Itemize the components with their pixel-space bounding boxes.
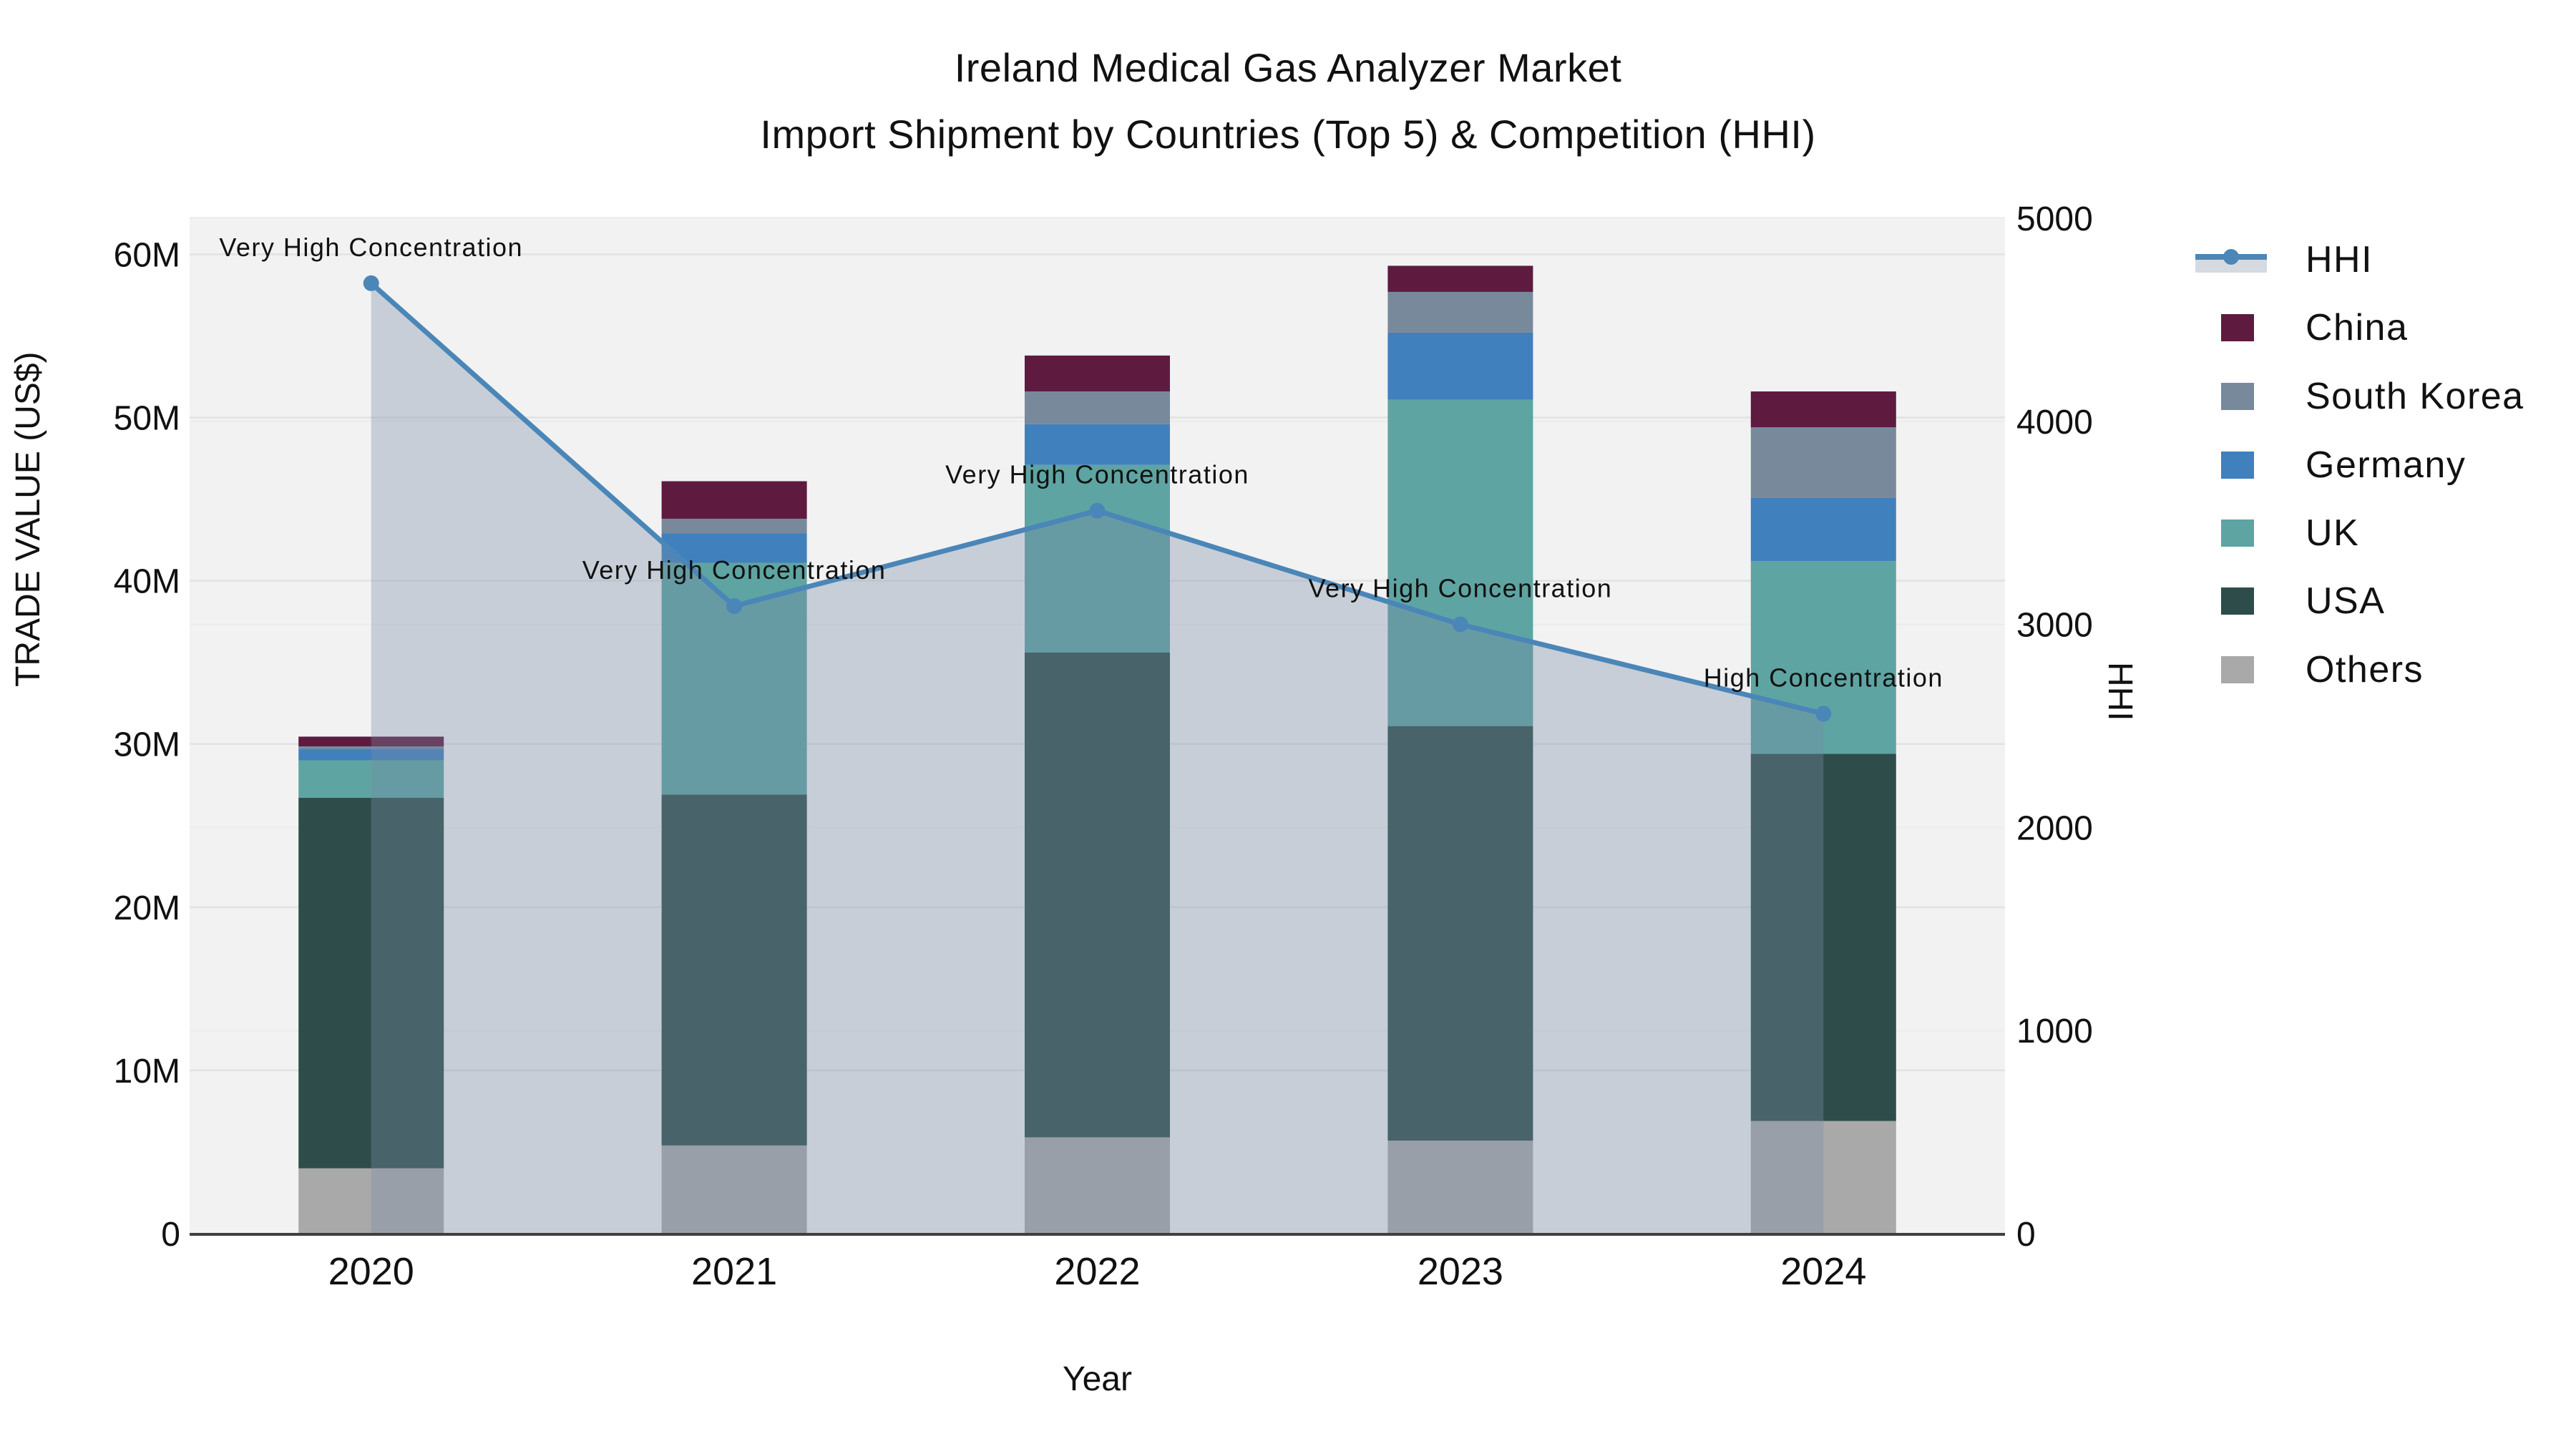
annotation-2023: Very High Concentration: [1309, 574, 1613, 603]
annotation-2024: High Concentration: [1704, 663, 1943, 692]
bar-segment-2022-uk: [1025, 464, 1170, 653]
x-tick-2024: 2024: [1780, 1250, 1866, 1293]
bar-segment-2024-others: [1750, 1121, 1896, 1234]
others-swatch-icon: [2191, 656, 2296, 683]
bar-segment-2024-china: [1750, 391, 1896, 428]
bar-segment-2021-south-korea: [661, 518, 807, 534]
y-axis-title-right: HHI: [2101, 662, 2139, 721]
hhi-legend-glyph: [2195, 244, 2267, 275]
bar-segment-2021-others: [661, 1145, 807, 1234]
y-tick-left-30M: 30M: [114, 726, 180, 764]
hhi-point-2023: [1452, 616, 1468, 633]
bar-segment-2022-china: [1025, 355, 1170, 392]
bar-segment-2022-others: [1025, 1137, 1170, 1234]
y-axis-title-left: TRADE VALUE (US$): [9, 351, 47, 687]
x-tick-2020: 2020: [328, 1250, 414, 1293]
legend-item-uk[interactable]: UK: [2191, 512, 2359, 555]
legend-label-germany: Germany: [2306, 444, 2467, 486]
y-tick-left-0: 0: [161, 1216, 180, 1254]
bar-segment-2023-germany: [1387, 332, 1533, 400]
uk-color-swatch: [2221, 519, 2254, 547]
china-color-swatch: [2221, 314, 2254, 341]
y-tick-right-0: 0: [2016, 1216, 2036, 1254]
annotation-2020: Very High Concentration: [219, 233, 523, 262]
y-tick-left-60M: 60M: [114, 236, 180, 274]
chart-title: Ireland Medical Gas Analyzer Market Impo…: [0, 44, 2576, 157]
bar-segment-2023-usa: [1387, 726, 1533, 1141]
y-tick-right-5000: 5000: [2016, 200, 2093, 238]
bar-segment-2020-germany: [298, 748, 444, 761]
germany-swatch-icon: [2191, 452, 2296, 479]
y-tick-right-4000: 4000: [2016, 404, 2093, 441]
hhi-line-icon: [2191, 244, 2296, 275]
legend-label-south-korea: South Korea: [2306, 376, 2524, 417]
chart-title-line2: Import Shipment by Countries (Top 5) & C…: [760, 112, 1816, 157]
china-swatch-icon: [2191, 314, 2296, 341]
y-tick-left-40M: 40M: [114, 563, 180, 601]
bar-segment-2020-south-korea: [298, 746, 444, 749]
y-tick-left-20M: 20M: [114, 889, 180, 927]
bar-segment-2022-south-korea: [1025, 391, 1170, 424]
hhi-marker-swatch: [2223, 249, 2239, 265]
legend-item-china[interactable]: China: [2191, 306, 2408, 349]
annotation-2021: Very High Concentration: [582, 555, 887, 585]
legend-label-usa: USA: [2306, 580, 2386, 622]
bar-segment-2023-uk: [1387, 399, 1533, 726]
south-korea-color-swatch: [2221, 383, 2254, 410]
usa-color-swatch: [2221, 587, 2254, 615]
hhi-point-2022: [1089, 502, 1106, 519]
germany-color-swatch: [2221, 452, 2254, 479]
x-tick-2023: 2023: [1418, 1250, 1503, 1293]
bar-segment-2023-china: [1387, 265, 1533, 292]
legend-label-hhi: HHI: [2306, 239, 2373, 280]
legend-item-others[interactable]: Others: [2191, 648, 2424, 691]
x-axis-title: Year: [1063, 1360, 1132, 1398]
hhi-point-2024: [1815, 706, 1832, 722]
y-tick-right-2000: 2000: [2016, 809, 2093, 847]
usa-swatch-icon: [2191, 587, 2296, 615]
bar-segment-2024-usa: [1750, 753, 1896, 1121]
x-tick-2021: 2021: [691, 1250, 777, 1293]
y-tick-left-10M: 10M: [114, 1053, 180, 1091]
legend-label-uk: UK: [2306, 512, 2360, 554]
bar-segment-2020-china: [298, 736, 444, 747]
bar-segment-2021-china: [661, 481, 807, 519]
bar-segment-2024-south-korea: [1750, 427, 1896, 498]
x-tick-2022: 2022: [1054, 1250, 1140, 1293]
bar-segment-2023-south-korea: [1387, 291, 1533, 333]
legend-item-hhi[interactable]: HHI: [2191, 238, 2373, 281]
bar-segment-2022-germany: [1025, 424, 1170, 465]
bar-segment-2020-usa: [298, 798, 444, 1169]
bar-segment-2023-others: [1387, 1140, 1533, 1234]
legend-label-china: China: [2306, 307, 2409, 348]
legend-item-germany[interactable]: Germany: [2191, 444, 2466, 487]
hhi-area-fill: [371, 283, 1824, 1234]
uk-swatch-icon: [2191, 519, 2296, 547]
annotation-2022: Very High Concentration: [945, 460, 1249, 489]
legend-item-south-korea[interactable]: South Korea: [2191, 375, 2524, 418]
y-tick-right-1000: 1000: [2016, 1013, 2093, 1050]
y-tick-right-3000: 3000: [2016, 607, 2093, 645]
bar-segment-2020-uk: [298, 760, 444, 798]
hhi-point-2020: [363, 275, 379, 291]
others-color-swatch: [2221, 656, 2254, 683]
chart-title-line1: Ireland Medical Gas Analyzer Market: [954, 45, 1622, 90]
bar-segment-2024-uk: [1750, 561, 1896, 754]
bar-segment-2021-usa: [661, 794, 807, 1146]
legend-label-others: Others: [2306, 649, 2424, 691]
bar-segment-2020-others: [298, 1168, 444, 1234]
bar-segment-2022-usa: [1025, 653, 1170, 1138]
bar-segment-2021-germany: [661, 533, 807, 563]
legend-item-usa[interactable]: USA: [2191, 580, 2385, 623]
y-tick-left-50M: 50M: [114, 400, 180, 438]
hhi-area-swatch: [2195, 260, 2267, 273]
south-korea-swatch-icon: [2191, 383, 2296, 410]
hhi-point-2021: [726, 598, 743, 615]
bar-segment-2024-germany: [1750, 497, 1896, 562]
